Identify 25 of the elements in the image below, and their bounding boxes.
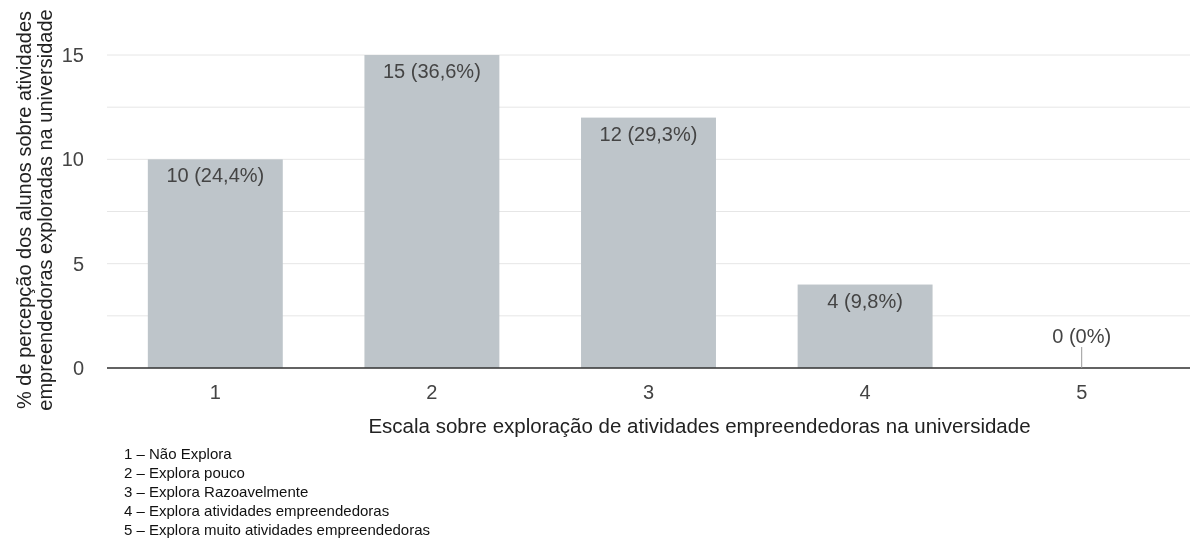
text: 5 – Explora muito atividades empreendedoras <box>124 521 431 538</box>
y-tick-label: 0 <box>72 357 84 379</box>
x-tick-label: 4 <box>859 381 871 403</box>
y-tick-label: 5 <box>72 252 84 275</box>
x-tick-label: 5 <box>1076 381 1088 403</box>
text: 3 – Explora Razoavelmente <box>124 483 309 500</box>
data-label: 0 (0%) <box>1052 325 1112 347</box>
x-tick-label: 2 <box>426 381 438 403</box>
data-label: 15 (36,6%) <box>382 60 481 82</box>
text: 4 – Explora atividades empreendedoras <box>124 502 390 519</box>
y-axis-title: % de percepção dos alunos sobre atividades empreendedoras exploradas na universidade <box>13 9 56 411</box>
bar <box>581 117 716 368</box>
y-tick-label: 15 <box>61 44 84 66</box>
bar <box>797 284 933 368</box>
x-tick-label: 1 <box>209 381 221 403</box>
x-axis-title: Escala sobre exploração de atividades empreendedoras na universidade <box>368 414 1031 437</box>
y-tick-label: 10 <box>61 148 84 171</box>
text: 2 – Explora pouco <box>124 464 245 481</box>
bar <box>147 159 283 368</box>
data-label: 12 (29,3%) <box>599 122 698 145</box>
text: 1 – Não Explora <box>124 445 233 462</box>
data-label: 10 (24,4%) <box>166 164 265 187</box>
x-tick-label: 3 <box>642 381 655 403</box>
data-label: 4 (9,8%) <box>827 289 903 312</box>
bar <box>364 55 500 368</box>
